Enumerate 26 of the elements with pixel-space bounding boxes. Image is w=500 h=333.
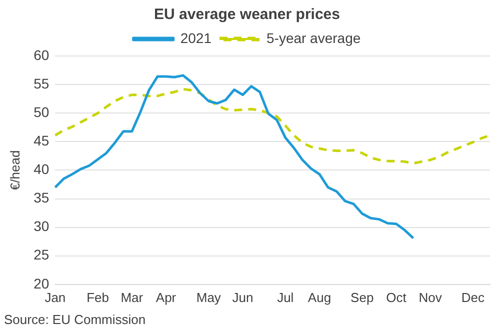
y-tick-label: 40 (34, 161, 50, 178)
y-tick-label: 35 (34, 190, 50, 206)
x-tick-label: Aug (308, 290, 332, 305)
x-tick-label: Dec (461, 290, 486, 305)
x-tick-label: Sep (350, 290, 374, 305)
x-tick-label: Mar (120, 290, 144, 305)
y-tick-label: 50 (34, 104, 50, 120)
x-tick-label: Apr (156, 290, 177, 305)
x-tick-label: Jul (277, 290, 294, 305)
y-tick-label: 20 (34, 275, 50, 292)
source-note: Source: EU Commission (3, 312, 147, 328)
x-tick-label: Jun (232, 290, 254, 305)
y-tick-label: 55 (34, 75, 50, 92)
x-tick-label: Nov (418, 290, 442, 305)
chart-title: EU average weaner prices (154, 6, 340, 24)
legend-label: 2021 (180, 30, 212, 46)
x-tick-label: Oct (386, 290, 407, 305)
x-tick-label: Feb (86, 290, 110, 305)
y-tick-label: 45 (34, 132, 50, 149)
y-axis-title: €/head (7, 150, 22, 190)
y-tick-label: 30 (34, 218, 50, 234)
x-tick-label: Jan (44, 290, 66, 305)
y-tick-label: 25 (34, 246, 50, 263)
x-tick-label: May (196, 290, 222, 305)
y-tick-label: 60 (34, 46, 50, 63)
legend-label: 5-year average (266, 30, 361, 46)
